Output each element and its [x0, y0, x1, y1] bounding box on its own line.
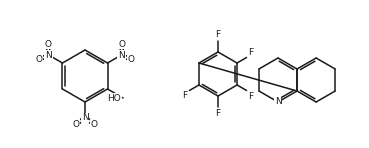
- Text: O: O: [72, 120, 79, 129]
- Text: F: F: [215, 109, 221, 118]
- Text: N: N: [45, 50, 52, 59]
- Text: O: O: [90, 120, 97, 129]
- Text: N: N: [82, 114, 88, 123]
- Text: O: O: [35, 55, 42, 64]
- Text: F: F: [248, 91, 254, 100]
- Text: F: F: [215, 30, 221, 39]
- Text: O: O: [44, 40, 51, 49]
- Text: O: O: [118, 40, 125, 49]
- Text: O: O: [128, 55, 135, 64]
- Text: N: N: [118, 50, 125, 59]
- Text: N: N: [275, 98, 282, 107]
- Text: F: F: [248, 48, 254, 57]
- Text: HO: HO: [107, 94, 121, 103]
- Text: F: F: [183, 91, 188, 100]
